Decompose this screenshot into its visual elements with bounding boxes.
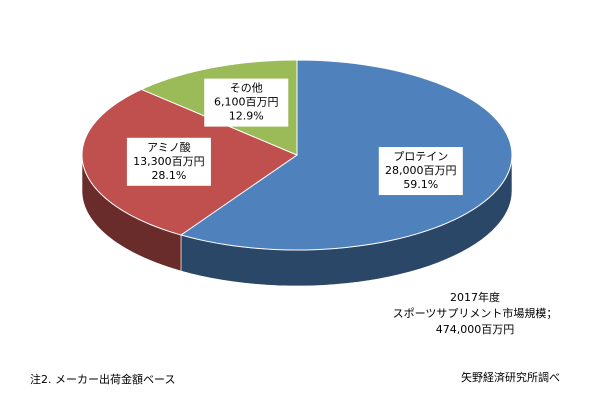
annotation: 2017年度 — [450, 290, 500, 304]
percent-label: 12.9% — [229, 110, 264, 123]
percent-label: 28.1% — [151, 169, 186, 182]
annotation: スポーツサプリメント市場規模； — [393, 306, 558, 320]
value-label: 6,100百万円 — [214, 96, 279, 109]
value-label: 13,300百万円 — [133, 155, 205, 168]
percent-label: 59.1% — [403, 178, 438, 191]
source: 矢野経済研究所調べ — [461, 370, 560, 384]
label-box — [126, 137, 211, 186]
slice-label: アミノ酸 — [147, 140, 191, 154]
footnote: 注2. メーカー出荷金額ベース — [30, 372, 175, 386]
slice — [179, 59, 513, 251]
value-label: 28,000百万円 — [385, 164, 457, 177]
annotation: 474,000百万円 — [436, 323, 515, 336]
label-box — [204, 78, 289, 127]
slice-label: プロテイン — [393, 150, 448, 163]
slice-label: その他 — [230, 82, 263, 95]
label-box — [378, 147, 463, 196]
